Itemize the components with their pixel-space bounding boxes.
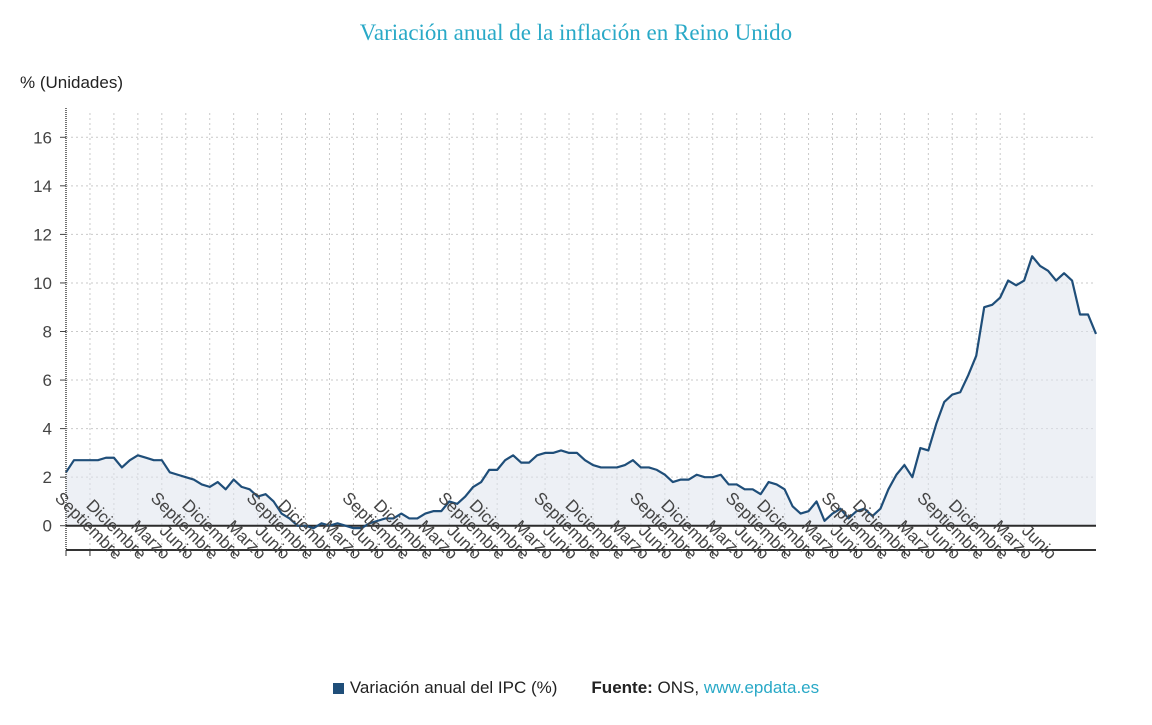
y-tick-label: 0 bbox=[43, 517, 52, 536]
y-tick-label: 4 bbox=[43, 420, 52, 439]
y-tick-label: 16 bbox=[33, 128, 52, 147]
legend-series-label: Variación anual del IPC (%) bbox=[349, 678, 558, 697]
y-tick-label: 14 bbox=[33, 177, 52, 196]
source-link[interactable]: www.epdata.es bbox=[703, 678, 820, 697]
y-axis-label: % (Unidades) bbox=[20, 73, 123, 92]
y-tick-label: 8 bbox=[43, 323, 52, 342]
y-tick-labels: 0 2 4 6 8 10 12 14 16 bbox=[33, 128, 66, 536]
series-line bbox=[65, 255, 1098, 530]
chart-title: Variación anual de la inflación en Reino… bbox=[359, 20, 793, 45]
y-tick-label: 2 bbox=[43, 468, 52, 487]
legend-swatch bbox=[332, 683, 344, 694]
source-value: ONS, bbox=[657, 678, 700, 697]
axes bbox=[65, 108, 1096, 551]
source-label: Fuente: bbox=[591, 678, 653, 697]
y-tick-label: 6 bbox=[43, 371, 52, 390]
y-tick-label: 12 bbox=[33, 225, 52, 244]
y-tick-label: 10 bbox=[33, 274, 52, 293]
legend: Variación anual del IPC (%) Fuente: ONS, … bbox=[0, 678, 1152, 698]
series-area bbox=[66, 256, 1096, 529]
